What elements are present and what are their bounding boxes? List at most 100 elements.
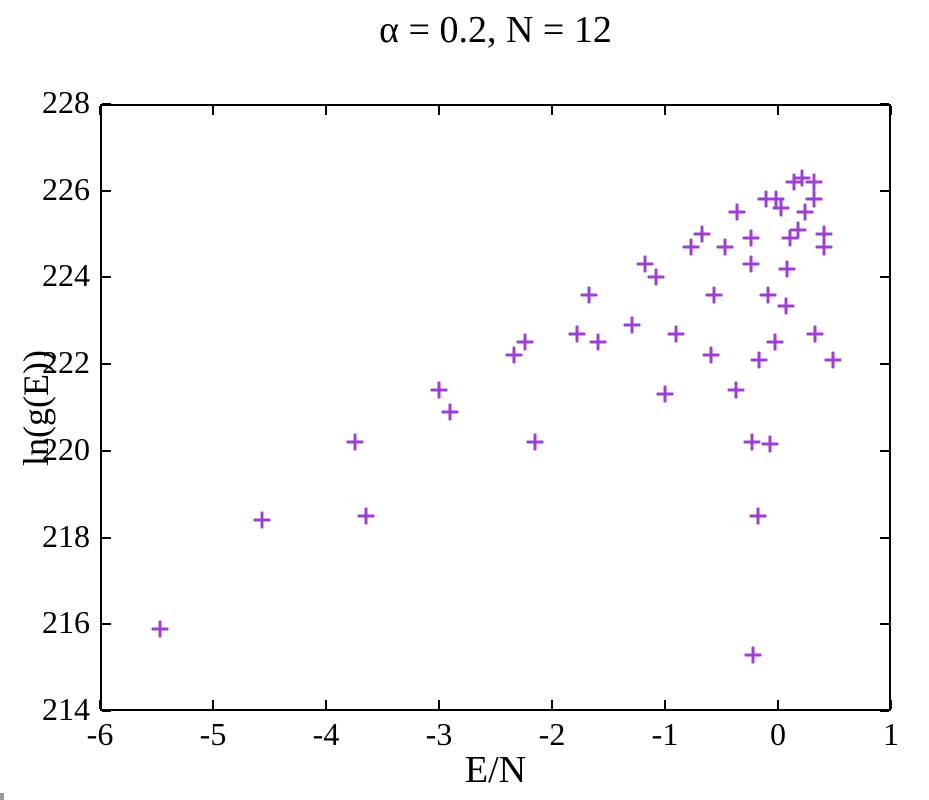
data-point-marker — [757, 190, 775, 208]
data-point-marker — [772, 199, 790, 217]
x-tick-label: -4 — [312, 716, 340, 752]
data-point-marker — [781, 229, 799, 247]
y-tick-mark-left — [102, 103, 111, 105]
data-point-marker — [728, 203, 746, 221]
x-tick-label: 0 — [770, 716, 786, 752]
y-tick-label: 220 — [42, 430, 90, 467]
y-tick-label: 218 — [42, 517, 90, 554]
y-tick-mark-left — [102, 276, 111, 279]
data-point-marker — [526, 433, 544, 451]
y-tick-mark-right — [880, 449, 889, 452]
data-point-marker — [568, 325, 586, 343]
data-point-marker — [759, 286, 777, 304]
data-point-marker — [505, 346, 523, 364]
data-point-marker — [796, 203, 814, 221]
data-point-marker — [742, 229, 760, 247]
x-tick-mark-top — [325, 106, 327, 115]
y-tick-mark-left — [102, 536, 111, 539]
x-tick-label: -5 — [199, 716, 227, 752]
data-point-marker — [742, 255, 760, 273]
data-point-marker — [647, 268, 665, 286]
data-point-marker — [636, 255, 654, 273]
data-point-marker — [815, 238, 833, 256]
data-point-marker — [743, 433, 761, 451]
x-tick-label: -2 — [538, 716, 566, 752]
data-point-marker — [785, 173, 803, 191]
x-tick-mark-top — [438, 106, 440, 115]
x-axis-title: E/N — [464, 749, 527, 791]
data-point-marker — [716, 238, 734, 256]
y-tick-label: 226 — [42, 170, 90, 207]
data-point-marker — [789, 221, 807, 239]
x-tick-mark-bottom — [890, 700, 892, 709]
data-point-marker — [589, 333, 607, 351]
data-point-marker — [682, 238, 700, 256]
chart-title: α = 0.2, N = 12 — [379, 9, 612, 51]
y-tick-label: 222 — [42, 344, 90, 381]
y-tick-mark-right — [880, 189, 889, 192]
x-tick-mark-top — [890, 106, 892, 115]
data-point-marker — [750, 351, 768, 369]
data-point-marker — [705, 286, 723, 304]
x-tick-mark-top — [664, 106, 666, 115]
y-tick-mark-left — [102, 710, 111, 712]
data-point-marker — [516, 333, 534, 351]
y-tick-mark-right — [880, 710, 889, 712]
y-tick-mark-left — [102, 189, 111, 192]
y-tick-label: 228 — [42, 84, 90, 121]
y-tick-mark-right — [880, 276, 889, 279]
x-tick-mark-top — [777, 106, 779, 115]
data-point-marker — [778, 260, 796, 278]
y-tick-mark-right — [880, 536, 889, 539]
x-tick-mark-bottom — [325, 700, 327, 709]
data-point-marker — [253, 511, 271, 529]
y-tick-mark-right — [880, 363, 889, 366]
data-point-marker — [744, 646, 762, 664]
data-point-marker — [805, 190, 823, 208]
data-point-marker — [667, 325, 685, 343]
data-point-marker — [346, 433, 364, 451]
x-tick-mark-bottom — [777, 700, 779, 709]
data-point-marker — [777, 297, 795, 315]
x-tick-label: -3 — [425, 716, 453, 752]
data-point-marker — [693, 225, 711, 243]
data-point-marker — [656, 385, 674, 403]
x-tick-mark-top — [551, 106, 553, 115]
data-point-marker — [793, 169, 811, 187]
x-tick-mark-bottom — [212, 700, 214, 709]
x-tick-mark-bottom — [438, 700, 440, 709]
y-tick-label: 224 — [42, 257, 90, 294]
y-tick-mark-left — [102, 363, 111, 366]
data-point-marker — [702, 346, 720, 364]
x-tick-mark-top — [99, 106, 101, 115]
data-point-marker — [806, 325, 824, 343]
x-tick-label: -6 — [86, 716, 114, 752]
y-tick-label: 214 — [42, 691, 90, 728]
data-point-marker — [430, 381, 448, 399]
data-point-marker — [749, 507, 767, 525]
x-tick-mark-bottom — [664, 700, 666, 709]
data-point-marker — [824, 351, 842, 369]
x-tick-mark-top — [212, 106, 214, 115]
data-point-marker — [441, 403, 459, 421]
x-tick-label: -1 — [651, 716, 679, 752]
x-tick-label: 1 — [883, 716, 899, 752]
data-point-marker — [767, 190, 785, 208]
data-point-marker — [815, 225, 833, 243]
y-tick-mark-left — [102, 449, 111, 452]
x-tick-mark-bottom — [99, 700, 101, 709]
data-point-marker — [151, 620, 169, 638]
plot-area — [100, 104, 891, 711]
data-point-marker — [357, 507, 375, 525]
y-tick-label: 216 — [42, 604, 90, 641]
x-tick-mark-bottom — [551, 700, 553, 709]
y-tick-mark-right — [880, 623, 889, 626]
data-point-marker — [727, 381, 745, 399]
data-point-marker — [761, 435, 779, 453]
data-point-marker — [766, 333, 784, 351]
y-tick-mark-right — [880, 103, 889, 105]
data-point-marker — [623, 316, 641, 334]
data-point-marker — [805, 173, 823, 191]
data-point-marker — [580, 286, 598, 304]
